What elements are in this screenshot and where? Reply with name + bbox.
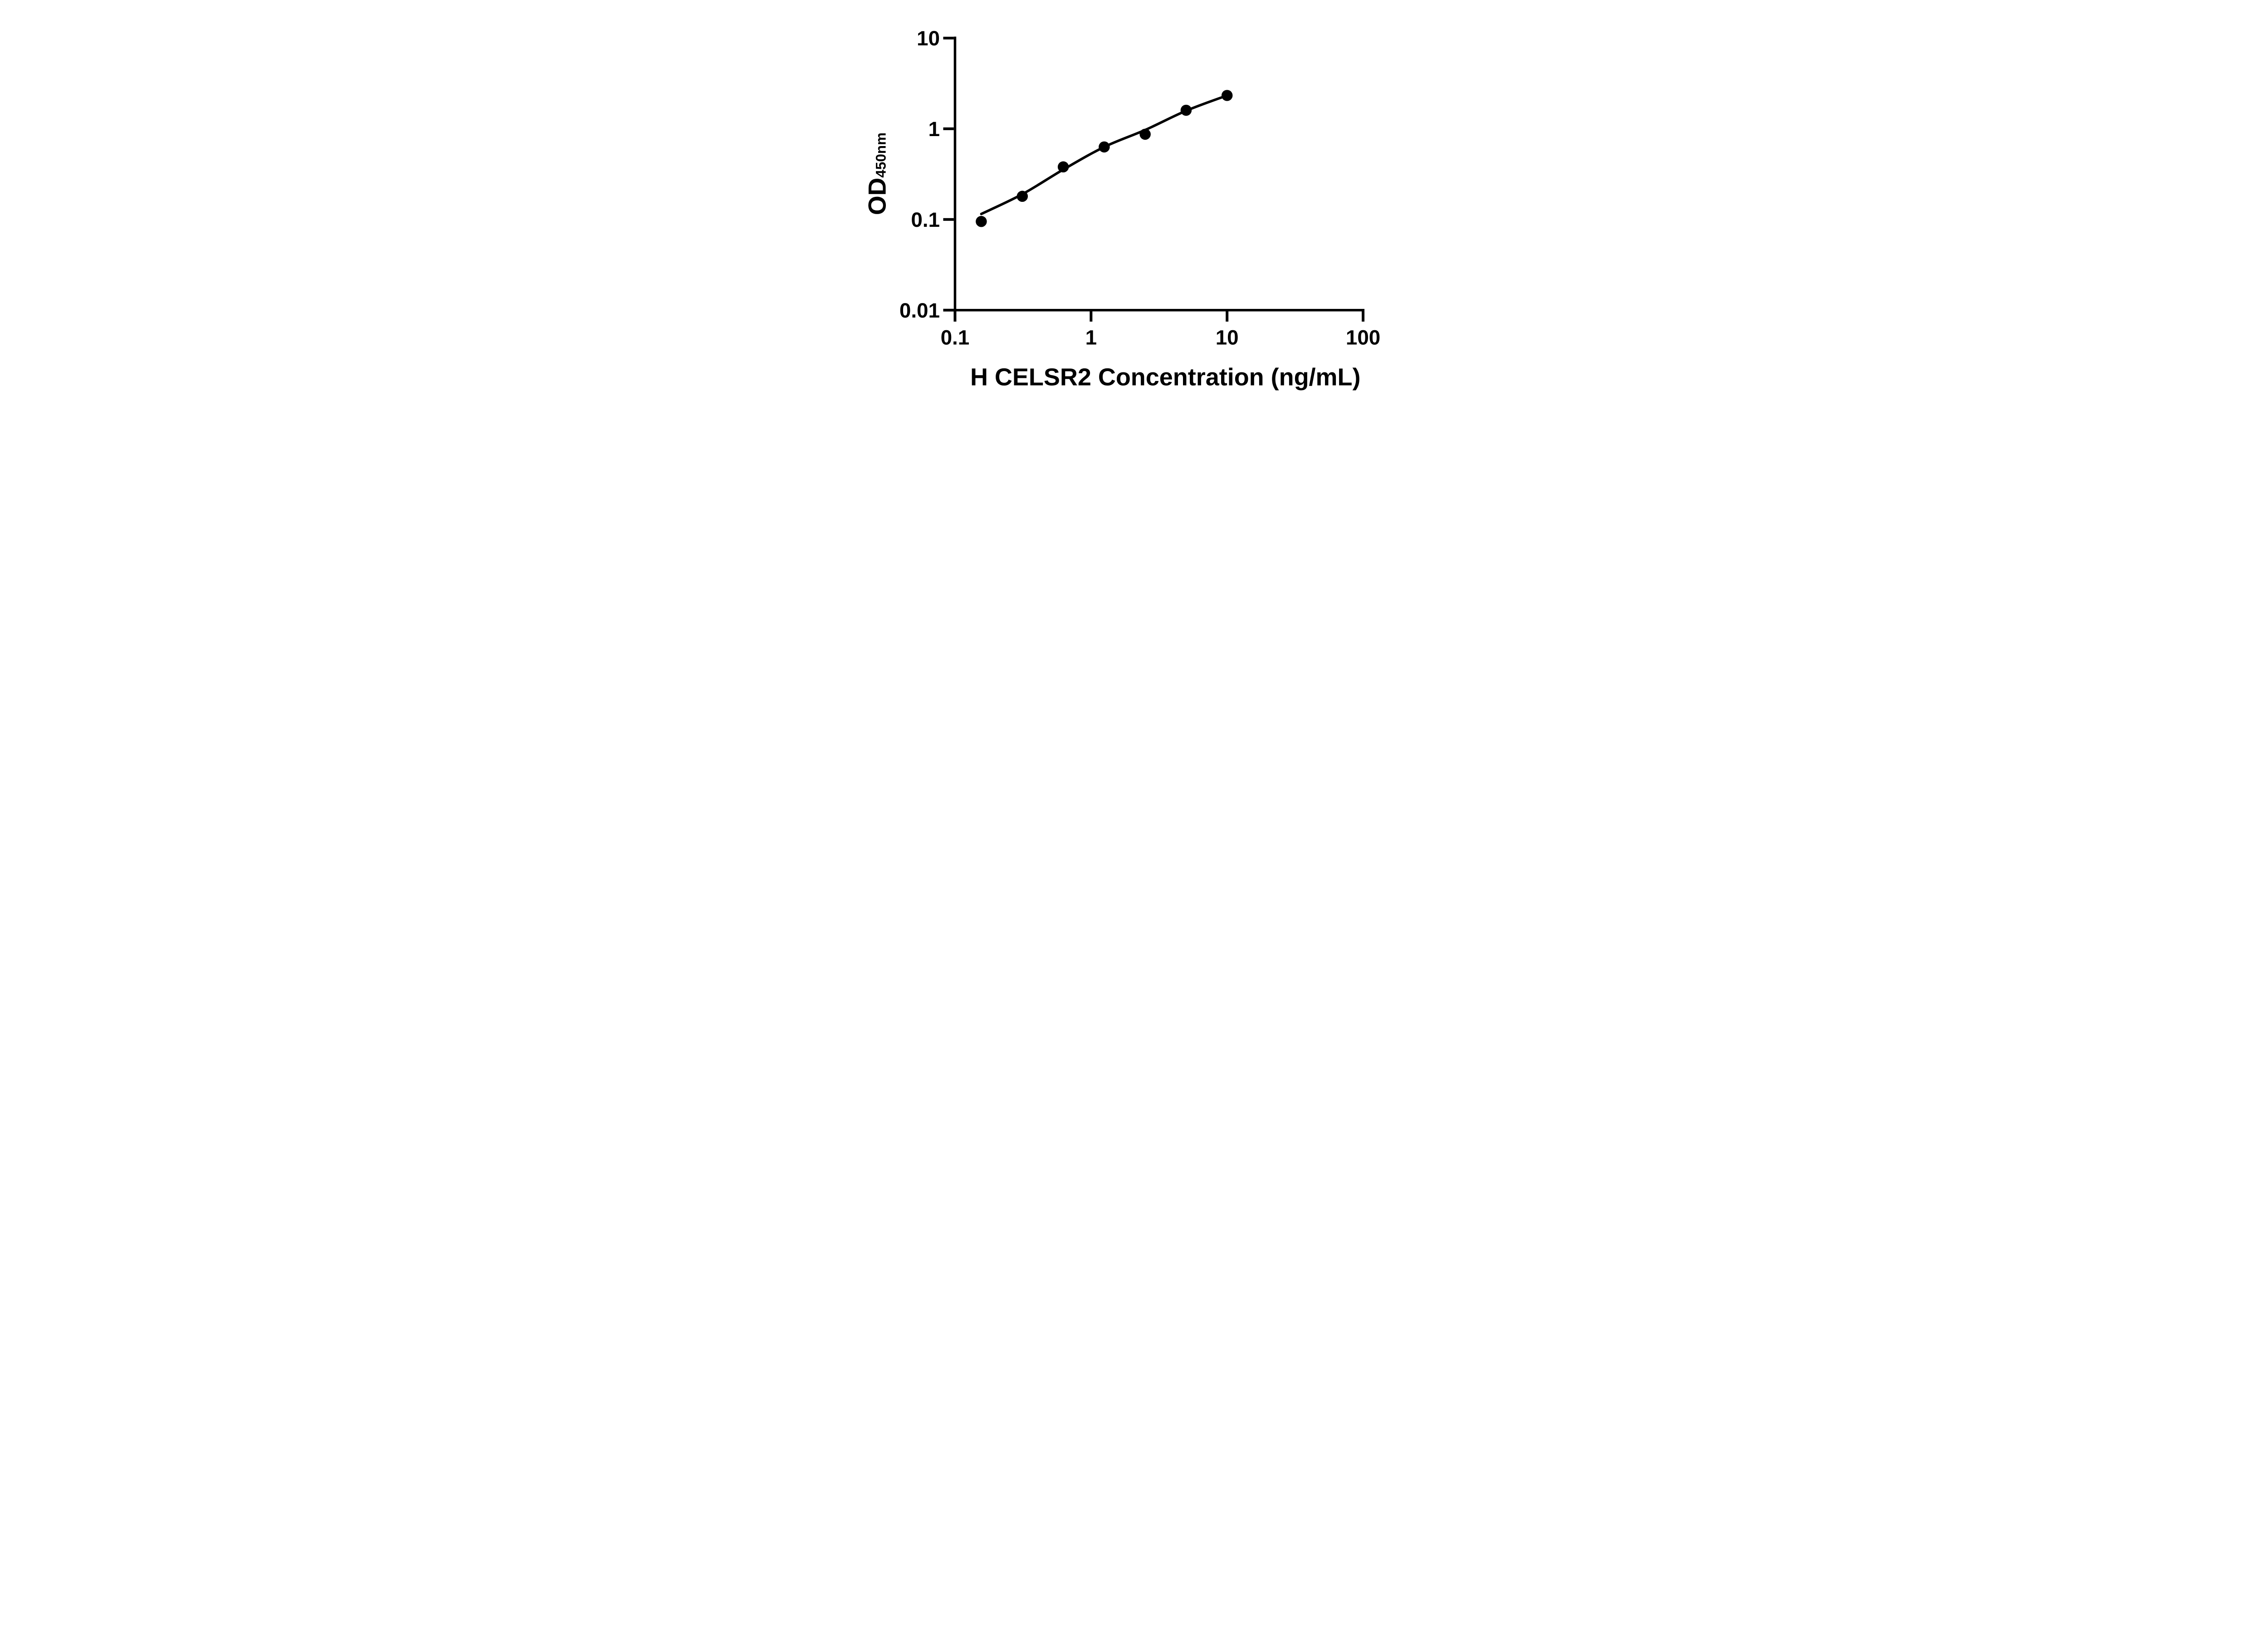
y-axis-line bbox=[953, 36, 956, 312]
x-tick-label-1: 1 bbox=[1085, 326, 1096, 349]
y-tick-10 bbox=[943, 36, 954, 39]
y-axis-ticks bbox=[943, 36, 954, 312]
x-axis-title: H CELSR2 Concentration (ng/mL) bbox=[970, 363, 1360, 391]
y-tick-label-1: 1 bbox=[928, 117, 939, 141]
data-point-6 bbox=[1180, 104, 1192, 116]
y-tick-0.01 bbox=[943, 308, 954, 312]
y-axis-title-sub: 450nm bbox=[873, 132, 889, 178]
x-tick-10 bbox=[1225, 311, 1228, 322]
x-tick-1 bbox=[1089, 311, 1092, 322]
x-tick-label-100: 100 bbox=[1345, 326, 1380, 349]
data-point-2 bbox=[1017, 191, 1028, 202]
elisa-standard-curve-figure: 10 1 0.1 0.01 0.1 1 10 100 H CELSR2 Concentrat… bbox=[842, 0, 1426, 408]
y-axis-title: OD450nm bbox=[863, 132, 891, 215]
x-axis-line bbox=[953, 308, 1364, 312]
y-tick-label-10: 10 bbox=[917, 27, 940, 50]
y-tick-0.1 bbox=[943, 218, 954, 221]
data-point-4 bbox=[1098, 141, 1110, 153]
x-tick-label-0.1: 0.1 bbox=[940, 326, 969, 349]
data-point-3 bbox=[1057, 161, 1069, 173]
y-tick-label-0.1: 0.1 bbox=[911, 208, 940, 231]
x-axis-ticks bbox=[953, 311, 1364, 322]
x-tick-label-10: 10 bbox=[1215, 326, 1238, 349]
data-point-5 bbox=[1139, 128, 1151, 140]
x-tick-0.1 bbox=[953, 311, 956, 322]
y-axis-tick-labels: 10 1 0.1 0.01 bbox=[899, 27, 939, 322]
x-tick-100 bbox=[1361, 311, 1364, 322]
data-point-1 bbox=[975, 216, 987, 227]
y-tick-1 bbox=[943, 127, 954, 130]
y-axis-title-main: OD bbox=[863, 178, 891, 215]
x-axis-tick-labels: 0.1 1 10 100 bbox=[940, 326, 1380, 349]
y-tick-label-0.01: 0.01 bbox=[899, 299, 939, 322]
data-points bbox=[975, 90, 1232, 227]
data-point-7 bbox=[1221, 90, 1232, 101]
